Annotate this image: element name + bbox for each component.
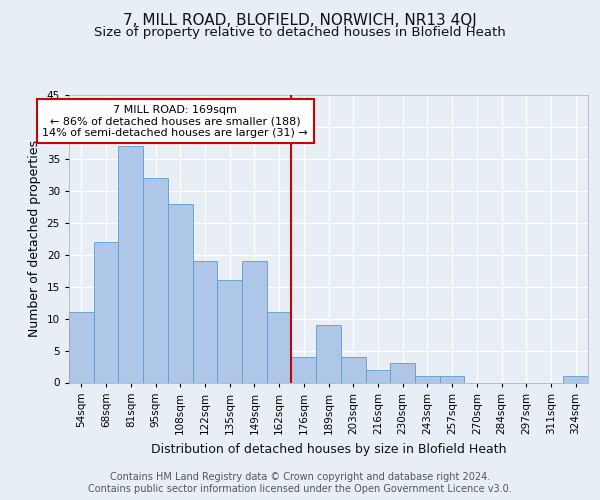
Bar <box>168 204 193 382</box>
Bar <box>563 376 588 382</box>
Y-axis label: Number of detached properties: Number of detached properties <box>28 140 41 337</box>
Text: 7 MILL ROAD: 169sqm
← 86% of detached houses are smaller (188)
14% of semi-detac: 7 MILL ROAD: 169sqm ← 86% of detached ho… <box>43 104 308 138</box>
Text: 7, MILL ROAD, BLOFIELD, NORWICH, NR13 4QJ: 7, MILL ROAD, BLOFIELD, NORWICH, NR13 4Q… <box>123 12 477 28</box>
Bar <box>242 261 267 382</box>
Bar <box>217 280 242 382</box>
Text: Contains public sector information licensed under the Open Government Licence v3: Contains public sector information licen… <box>88 484 512 494</box>
Bar <box>292 357 316 382</box>
Bar <box>193 261 217 382</box>
Bar <box>365 370 390 382</box>
Bar <box>440 376 464 382</box>
Bar <box>316 325 341 382</box>
Bar <box>390 364 415 382</box>
Bar <box>118 146 143 382</box>
Bar <box>143 178 168 382</box>
Bar <box>69 312 94 382</box>
Bar <box>415 376 440 382</box>
Text: Distribution of detached houses by size in Blofield Heath: Distribution of detached houses by size … <box>151 442 506 456</box>
Text: Size of property relative to detached houses in Blofield Heath: Size of property relative to detached ho… <box>94 26 506 39</box>
Bar <box>267 312 292 382</box>
Text: Contains HM Land Registry data © Crown copyright and database right 2024.: Contains HM Land Registry data © Crown c… <box>110 472 490 482</box>
Bar <box>341 357 365 382</box>
Bar <box>94 242 118 382</box>
